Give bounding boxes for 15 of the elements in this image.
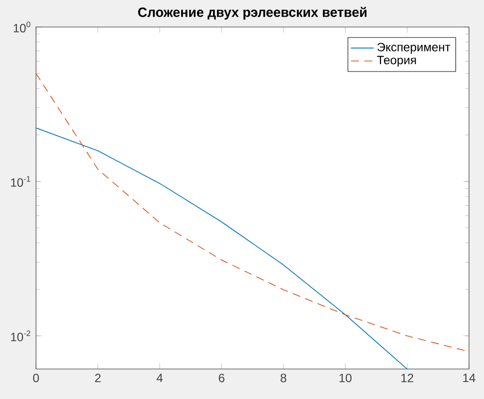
chart-title: Сложение двух рэлеевских ветвей [138, 6, 366, 20]
y-tick-label: 10$^{0}$ [14, 22, 30, 32]
legend-label: Эксперимент [377, 42, 450, 54]
x-tick-label: 4 [156, 374, 163, 382]
y-tick-label: 10$^{-1}$ [11, 176, 30, 187]
y-tick-label: 10$^{-2}$ [11, 330, 30, 342]
x-tick-label: 8 [280, 374, 286, 382]
x-tick-label: 12 [401, 374, 414, 382]
legend-label: Теория [377, 56, 416, 67]
x-tick-label: 0 [33, 374, 39, 382]
x-tick-label: 10 [340, 374, 352, 382]
x-tick-label: 2 [95, 374, 101, 382]
x-tick-label: 6 [218, 374, 224, 382]
line-series [36, 128, 408, 369]
x-tick-label: 14 [463, 374, 476, 382]
